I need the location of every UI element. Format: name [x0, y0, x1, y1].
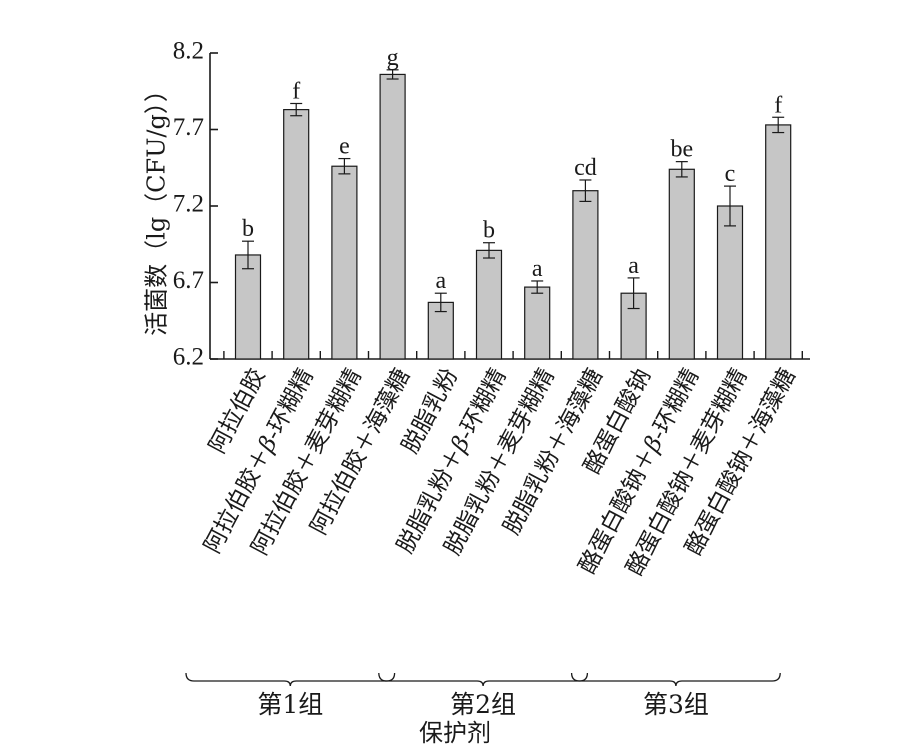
y-axis-title: 活菌数（lg（CFU/g））: [143, 78, 171, 336]
significance-label: e: [339, 134, 350, 160]
group-label: 第2组: [450, 690, 516, 719]
group-label: 第3组: [643, 690, 709, 719]
significance-label: a: [628, 253, 639, 279]
y-tick-label: 8.2: [173, 38, 204, 65]
bar: [379, 73, 406, 360]
error-bar: [434, 292, 447, 313]
y-ticks: 6.2 6.7 7.2 7.7 8.2: [173, 38, 218, 371]
error-bar: [386, 69, 399, 80]
bar: [765, 124, 792, 360]
group-bracket: [570, 672, 781, 687]
significance-label: f: [774, 92, 782, 118]
y-tick-label: 6.2: [173, 344, 204, 371]
error-bar: [242, 240, 254, 270]
error-bar: [531, 280, 544, 294]
bar: [716, 205, 744, 360]
y-axis: 6.2 6.7 7.2 7.7 8.2: [173, 38, 218, 371]
group-bracket: [378, 672, 589, 687]
significance-label: cd: [574, 155, 597, 181]
error-bar: [338, 157, 351, 175]
x-ticks: [223, 351, 803, 359]
bar: [572, 190, 599, 360]
error-bar: [772, 116, 785, 134]
error-bar: [290, 102, 303, 117]
y-tick-label: 7.7: [173, 114, 204, 141]
significance-label: b: [483, 218, 495, 244]
group-brackets: 第1组 第2组 第3组: [185, 672, 781, 719]
group-label: 第1组: [257, 690, 323, 719]
error-bar: [675, 161, 688, 178]
x-axis: [210, 351, 810, 360]
error-bar: [627, 277, 640, 310]
error-bar: [724, 185, 736, 227]
y-tick-label: 6.7: [173, 267, 204, 294]
error-bar: [483, 242, 495, 259]
bar: [668, 168, 695, 360]
category-labels: 阿拉伯胶阿拉伯胶＋β-环糊精阿拉伯胶＋麦芽糊精阿拉伯胶＋海藻糖脱脂乳粉脱脂乳粉＋…: [200, 364, 801, 579]
significance-label: be: [670, 137, 693, 163]
significance-labels: b f e g a b a cd a be c f: [242, 45, 782, 294]
bar: [283, 109, 310, 360]
x-axis-title: 保护剂: [419, 719, 491, 744]
significance-label: b: [242, 216, 254, 242]
bar: [524, 286, 551, 360]
group-bracket: [185, 672, 396, 687]
significance-label: a: [532, 256, 543, 282]
significance-label: c: [725, 161, 736, 187]
bar: [331, 165, 358, 360]
bar: [234, 254, 262, 360]
y-tick-label: 7.2: [173, 191, 204, 218]
significance-label: f: [292, 78, 300, 104]
error-bars: [242, 69, 785, 313]
bars: [234, 73, 792, 360]
bar: [475, 249, 503, 360]
significance-label: g: [387, 45, 399, 71]
significance-label: a: [435, 268, 446, 294]
error-bar: [579, 179, 592, 203]
